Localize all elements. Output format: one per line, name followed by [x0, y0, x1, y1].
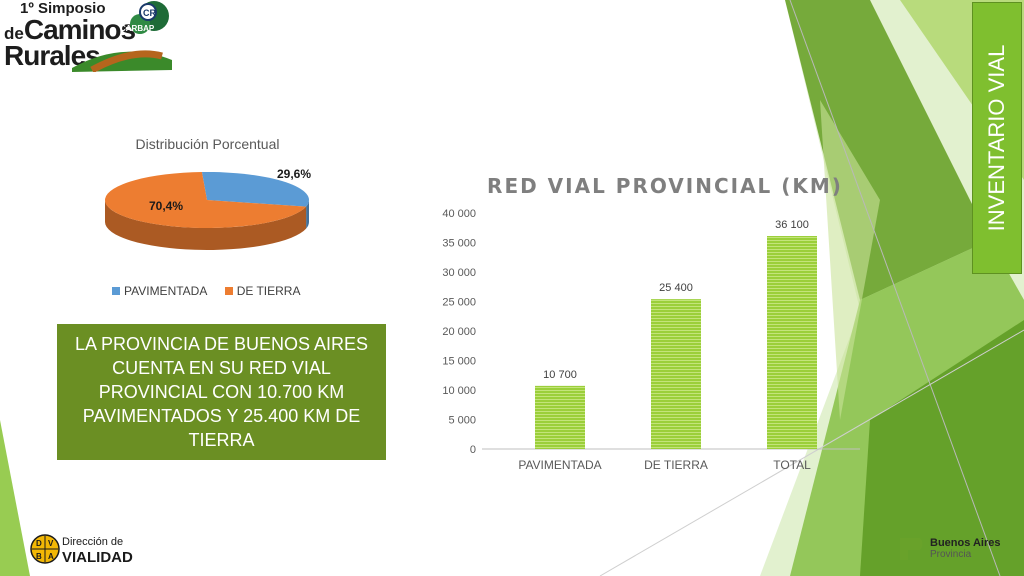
pie-label-paved: 29,6% — [277, 167, 311, 181]
pie-slice-paved — [201, 172, 309, 207]
legend-item-dirt: DE TIERRA — [224, 284, 300, 298]
pie-slice-side — [105, 200, 307, 250]
bar-pavimentada — [535, 385, 585, 449]
pie-slice-dirt — [105, 172, 307, 228]
y-tick-label: 40 000 — [442, 208, 476, 220]
y-tick-label: 30 000 — [442, 267, 476, 279]
svg-text:D: D — [36, 539, 42, 548]
x-category-label: PAVIMENTADA — [518, 458, 601, 472]
bar-value-label: 10 700 — [543, 369, 577, 381]
buenos-aires-line2: Provincia — [930, 549, 972, 560]
svg-text:B: B — [36, 552, 42, 561]
y-tick-label: 5 000 — [448, 415, 476, 427]
legend-swatch-paved-icon — [112, 287, 120, 295]
pie-label-dirt: 70,4% — [149, 199, 183, 213]
side-title-box: INVENTARIO VIAL — [972, 2, 1022, 274]
logo-line1: 1º Simposio — [20, 0, 106, 17]
legend-swatch-dirt-icon — [224, 287, 233, 295]
vialidad-line1: Dirección de — [62, 536, 124, 548]
vialidad-badge-icon: D V B A — [30, 534, 60, 564]
y-tick-label: 15 000 — [442, 356, 476, 368]
y-tick-label: 35 000 — [442, 238, 476, 250]
y-tick-label: 25 000 — [442, 297, 476, 309]
logo-line2: deCaminos — [4, 14, 136, 45]
side-title: INVENTARIO VIAL — [984, 44, 1009, 232]
pie-chart: 29,6% 70,4% — [105, 167, 311, 250]
bar-chart: RED VIAL PROVINCIAL (KM) 0 5 000 10 000 15 0… — [442, 174, 860, 472]
buenos-aires-flag-icon — [900, 538, 923, 560]
vialidad-logo: D V B A Dirección de VIALIDAD — [30, 534, 133, 566]
svg-text:CR: CR — [143, 8, 156, 18]
y-tick-label: 10 000 — [442, 385, 476, 397]
bar-value-label: 25 400 — [659, 282, 693, 294]
svg-text:A: A — [48, 552, 54, 561]
legend-item-paved: PAVIMENTADA — [112, 284, 207, 298]
pie-slice-side — [306, 200, 309, 229]
buenos-aires-line1: Buenos Aires — [930, 537, 1001, 549]
bar-chart-title: RED VIAL PROVINCIAL (KM) — [487, 174, 843, 198]
y-tick-label: 0 — [470, 444, 476, 456]
summary-callout: LA PROVINCIA DE BUENOS AIRES CUENTA EN S… — [57, 324, 386, 460]
x-category-label: TOTAL — [773, 458, 811, 472]
bar-value-label: 36 100 — [775, 219, 809, 231]
simposio-logo: 1º Simposio deCaminos Rurales CR CARBAP — [2, 0, 174, 72]
vialidad-line2: VIALIDAD — [62, 549, 133, 566]
bar-total — [767, 236, 817, 449]
svg-text:V: V — [48, 539, 54, 548]
buenos-aires-logo: Buenos Aires Provincia — [898, 534, 1001, 567]
road-tree-icon: CR — [72, 1, 172, 72]
logo-badge: CARBAP — [120, 24, 155, 33]
pie-chart-title: Distribución Porcentual — [135, 136, 280, 152]
bar-de-tierra — [651, 299, 701, 449]
y-tick-label: 20 000 — [442, 326, 476, 338]
pie-legend: PAVIMENTADA DE TIERRA — [112, 284, 314, 298]
x-category-label: DE TIERRA — [644, 458, 708, 472]
